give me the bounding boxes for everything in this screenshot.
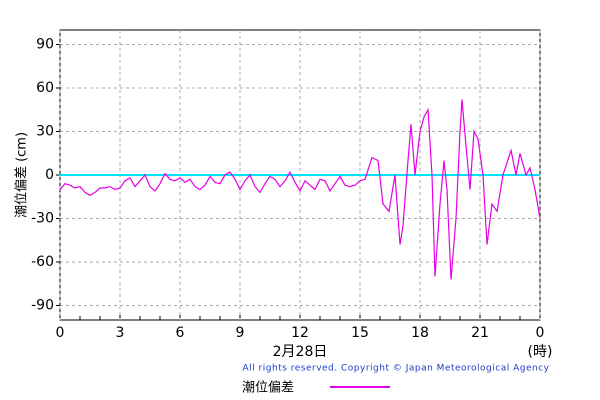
- x-tick-label: 15: [351, 325, 369, 341]
- y-tick-label: -30: [31, 211, 54, 227]
- x-axis-label: 2月28日: [273, 344, 328, 360]
- y-tick-label: 30: [36, 124, 54, 140]
- y-tick-label: 0: [45, 167, 54, 183]
- y-tick-label: 60: [36, 80, 54, 96]
- x-tick-label: 6: [176, 325, 185, 341]
- y-axis-label: 潮位偏差 (cm): [15, 132, 30, 218]
- x-tick-label: 12: [291, 325, 309, 341]
- x-tick-label: 3: [116, 325, 125, 341]
- x-tick-label: 0: [56, 325, 65, 341]
- copyright: All rights reserved. Copyright © Japan M…: [243, 364, 550, 374]
- x-tick-label: 9: [236, 325, 245, 341]
- x-axis-unit: (時): [528, 344, 553, 360]
- legend-label: 潮位偏差: [242, 381, 294, 396]
- x-tick-label: 0: [536, 325, 545, 341]
- x-tick-label: 21: [471, 325, 489, 341]
- x-tick-label: 18: [411, 325, 429, 341]
- data-line: [59, 99, 541, 280]
- y-tick-label: -60: [31, 254, 54, 270]
- y-tick-label: 90: [36, 37, 54, 53]
- y-tick-label: -90: [31, 298, 54, 314]
